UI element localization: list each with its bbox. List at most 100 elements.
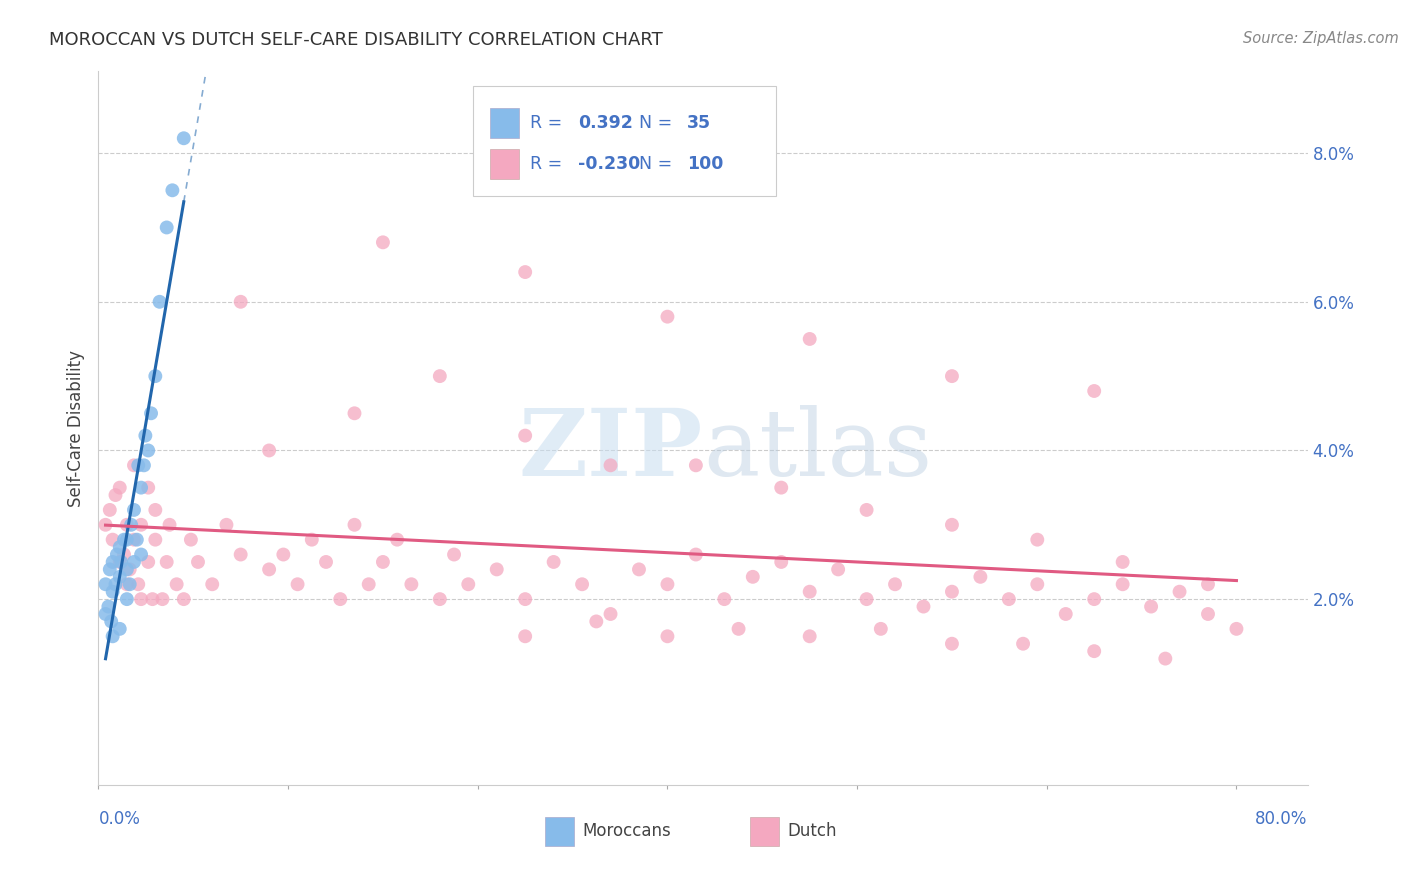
Text: Moroccans: Moroccans [582, 822, 671, 840]
Point [685, 548, 707, 562]
Point [229, 548, 252, 562]
Point [1197, 577, 1219, 591]
Point [627, 562, 650, 576]
Point [941, 637, 963, 651]
Point [485, 562, 508, 576]
Point [371, 235, 394, 250]
Point [122, 458, 145, 473]
Point [1225, 622, 1247, 636]
Point [129, 517, 152, 532]
Text: R =: R = [530, 155, 562, 173]
Point [108, 555, 131, 569]
Point [357, 577, 380, 591]
Point [998, 592, 1021, 607]
Point [401, 577, 423, 591]
Point [713, 592, 735, 607]
Point [180, 533, 202, 547]
Point [115, 577, 138, 591]
Text: N =: N = [638, 114, 672, 132]
Point [941, 584, 963, 599]
Point [329, 592, 352, 607]
Point [122, 533, 145, 547]
Point [273, 548, 295, 562]
Point [112, 533, 135, 547]
Point [1026, 577, 1049, 591]
Point [108, 570, 131, 584]
Point [132, 458, 155, 473]
Point [143, 369, 166, 384]
Text: -0.230: -0.230 [578, 155, 641, 173]
Point [315, 555, 337, 569]
Point [1111, 577, 1133, 591]
Point [371, 555, 394, 569]
Point [112, 548, 135, 562]
Point [136, 481, 159, 495]
Point [101, 629, 124, 643]
Point [543, 555, 565, 569]
Point [136, 555, 159, 569]
Point [115, 562, 138, 576]
Point [599, 458, 621, 473]
Point [515, 629, 537, 643]
Text: R =: R = [530, 114, 562, 132]
Point [229, 294, 252, 309]
Point [599, 607, 621, 621]
Point [156, 555, 179, 569]
Point [1197, 607, 1219, 621]
Point [108, 622, 131, 636]
Text: N =: N = [638, 155, 672, 173]
Point [657, 629, 679, 643]
Point [122, 503, 145, 517]
Point [770, 481, 793, 495]
Point [115, 592, 138, 607]
Point [257, 443, 280, 458]
Point [657, 310, 679, 324]
Point [799, 629, 821, 643]
Point [129, 481, 152, 495]
Text: Dutch: Dutch [787, 822, 837, 840]
Point [457, 577, 479, 591]
Point [1168, 584, 1191, 599]
Point [173, 131, 195, 145]
Point [94, 607, 117, 621]
FancyBboxPatch shape [751, 817, 779, 846]
Text: MOROCCAN VS DUTCH SELF-CARE DISABILITY CORRELATION CHART: MOROCCAN VS DUTCH SELF-CARE DISABILITY C… [49, 31, 664, 49]
Point [1012, 637, 1035, 651]
Point [115, 517, 138, 532]
Point [101, 555, 124, 569]
Point [100, 615, 122, 629]
Point [104, 488, 127, 502]
Point [101, 584, 124, 599]
Point [101, 533, 124, 547]
Point [115, 533, 138, 547]
Point [941, 517, 963, 532]
Point [118, 562, 141, 576]
Text: 0.392: 0.392 [578, 114, 633, 132]
Point [515, 428, 537, 442]
Text: 35: 35 [688, 114, 711, 132]
Point [741, 570, 763, 584]
Point [94, 517, 117, 532]
Point [104, 577, 127, 591]
Point [108, 540, 131, 554]
FancyBboxPatch shape [491, 109, 519, 138]
Point [1083, 384, 1105, 398]
Text: 0.0%: 0.0% [98, 810, 141, 828]
Point [110, 555, 132, 569]
Point [1026, 533, 1049, 547]
Point [201, 577, 224, 591]
FancyBboxPatch shape [474, 86, 776, 196]
Point [343, 406, 366, 420]
Point [149, 294, 172, 309]
Point [1083, 592, 1105, 607]
Text: 100: 100 [688, 155, 724, 173]
Point [941, 369, 963, 384]
Point [215, 517, 238, 532]
Text: Source: ZipAtlas.com: Source: ZipAtlas.com [1243, 31, 1399, 46]
Point [869, 622, 891, 636]
Point [187, 555, 209, 569]
Point [97, 599, 120, 614]
FancyBboxPatch shape [544, 817, 574, 846]
Point [685, 458, 707, 473]
Point [657, 577, 679, 591]
